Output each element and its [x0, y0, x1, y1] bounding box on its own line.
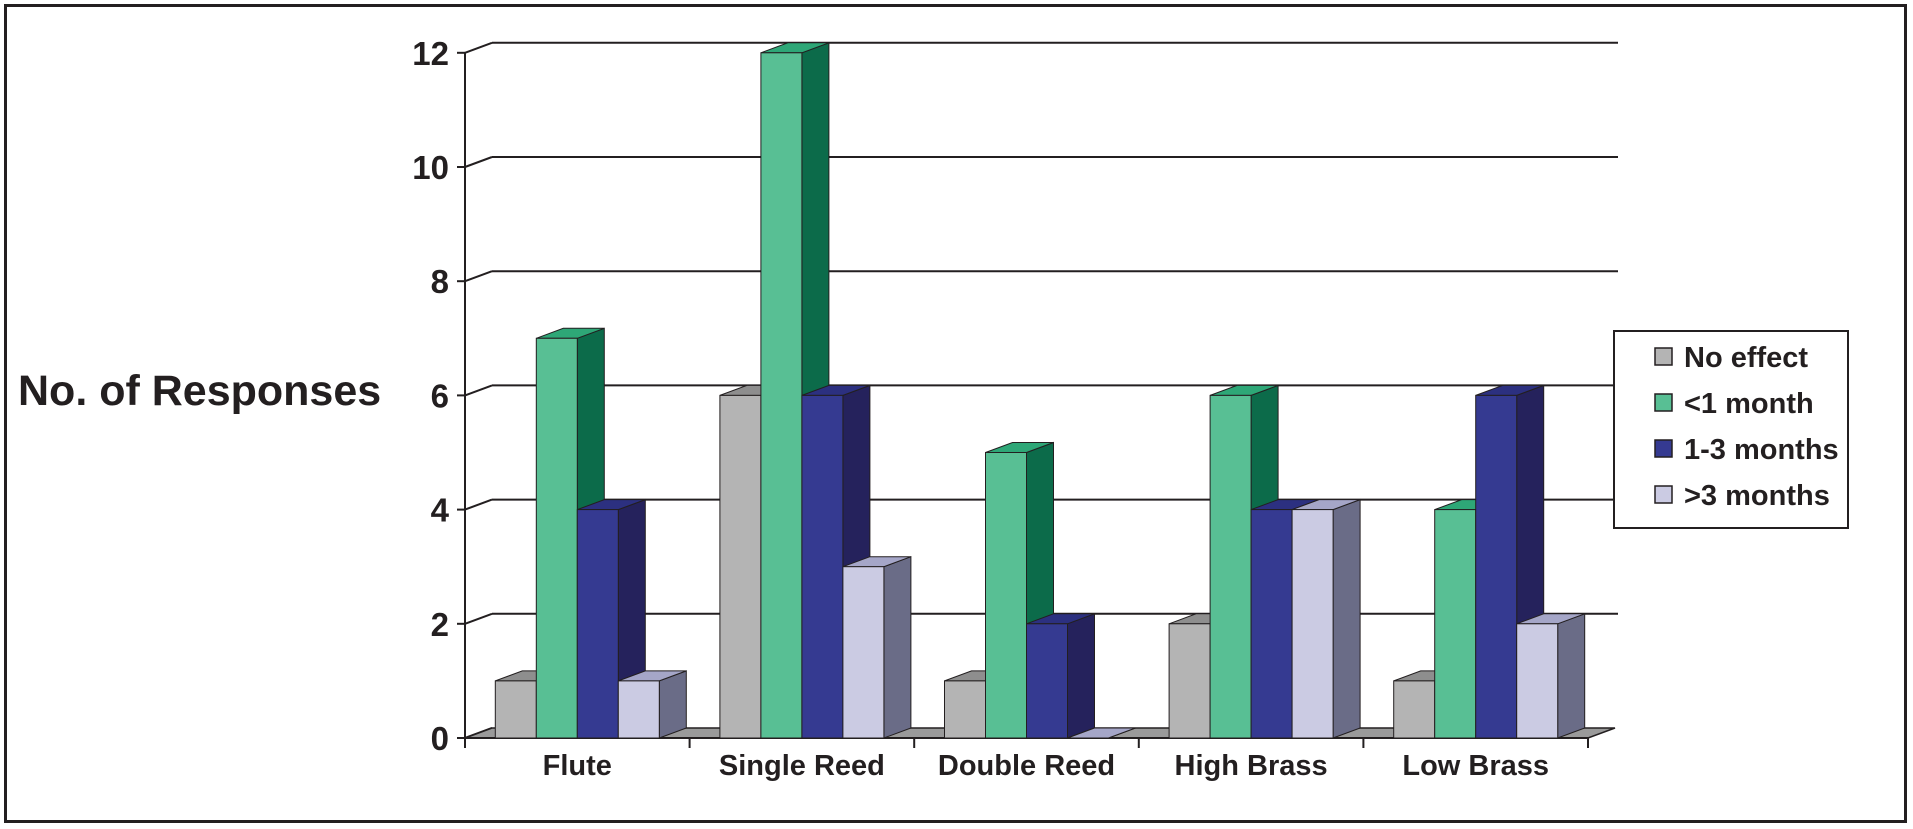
gridline-connector	[464, 270, 493, 283]
y-tick-label: 8	[431, 263, 449, 300]
y-tick-label: 12	[412, 35, 449, 72]
y-tick-label: 0	[431, 720, 449, 757]
bar-front	[719, 394, 762, 739]
legend-swatch	[1654, 439, 1673, 458]
bar-front	[1026, 623, 1068, 739]
x-tick-label: Double Reed	[938, 750, 1115, 782]
bar-front	[1393, 680, 1436, 739]
legend-item: <1 month	[1654, 388, 1814, 420]
x-tick-label: Low Brass	[1402, 750, 1549, 782]
y-tick-label: 10	[412, 149, 449, 186]
x-tick-label: Single Reed	[719, 750, 885, 782]
bar-front	[801, 394, 844, 739]
legend-label: <1 month	[1684, 388, 1814, 420]
chart-frame	[4, 4, 1907, 823]
legend-label: 1-3 months	[1684, 434, 1839, 466]
labels: 0 2 4 6 8 10 12 Flute Single Reed Double Reed High…	[412, 35, 1549, 782]
bar-front	[944, 680, 986, 739]
bar-front	[1291, 509, 1334, 739]
bar-side	[1332, 498, 1361, 739]
gridline-connector	[464, 156, 493, 168]
legend-swatch	[1654, 485, 1673, 504]
bar	[1026, 613, 1095, 739]
x-tick-label: High Brass	[1175, 750, 1328, 782]
bar-front	[1168, 623, 1211, 739]
bars	[494, 42, 1586, 739]
bar-front	[985, 452, 1027, 739]
gridline-connector	[464, 498, 493, 511]
bar-front	[1516, 623, 1559, 739]
y-tick-label: 2	[431, 606, 449, 643]
legend-item: 1-3 months	[1654, 434, 1839, 466]
bar-front	[1475, 394, 1518, 739]
bar-side	[1557, 613, 1586, 739]
gridline-connector	[464, 612, 493, 625]
y-tick-label: 6	[431, 377, 449, 414]
bar-front	[842, 566, 885, 739]
bar-front	[760, 52, 803, 739]
gridlines	[464, 41, 1618, 739]
bar-front	[1250, 509, 1293, 739]
legend-label: No effect	[1684, 342, 1808, 374]
y-tick-label: 4	[431, 492, 450, 529]
bar	[842, 555, 912, 739]
legend-swatch	[1654, 393, 1673, 412]
bar-side	[1067, 613, 1095, 739]
bar-front	[1209, 394, 1252, 739]
legend-label: >3 months	[1684, 480, 1830, 512]
bar-side	[883, 555, 912, 739]
legend-item: No effect	[1654, 342, 1808, 374]
bar	[1291, 498, 1361, 739]
y-axis-title: No. of Responses	[18, 367, 381, 415]
gridline-connector	[464, 41, 493, 54]
bar-front	[494, 680, 537, 739]
legend: No effect <1 month 1-3 months >3 months	[1613, 330, 1849, 529]
bar-front	[617, 680, 660, 739]
gridline-connector	[464, 384, 493, 397]
bar	[617, 670, 687, 739]
bar-front	[535, 337, 578, 739]
bar-side	[658, 670, 687, 739]
legend-box	[1613, 330, 1849, 529]
bar-front	[576, 509, 619, 739]
bar-front	[1434, 509, 1477, 739]
bar	[1516, 613, 1586, 739]
x-tick-label: Flute	[543, 750, 612, 782]
legend-swatch	[1654, 347, 1673, 366]
bar	[1067, 727, 1136, 739]
bar-top	[1067, 727, 1136, 739]
legend-item: >3 months	[1654, 480, 1830, 512]
